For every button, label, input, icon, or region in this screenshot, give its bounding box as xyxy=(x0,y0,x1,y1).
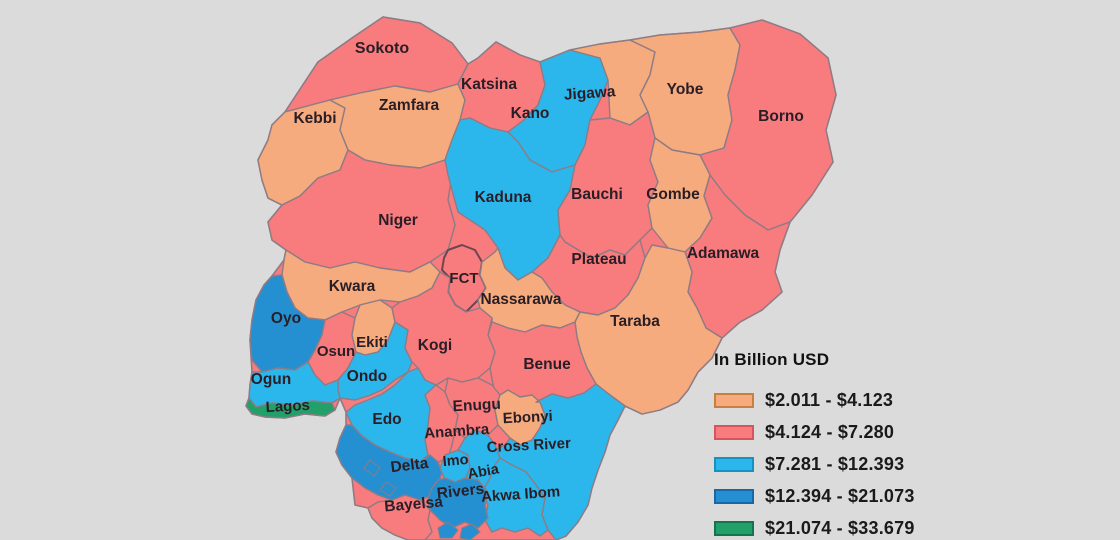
state-label-delta: Delta xyxy=(390,455,430,477)
state-shape-rivers xyxy=(427,477,489,529)
legend-swatch-tier3 xyxy=(714,456,754,472)
state-label-yobe: Yobe xyxy=(667,81,704,98)
state-label-rivers: Rivers xyxy=(436,481,485,503)
state-label-katsina: Katsina xyxy=(461,76,517,93)
state-shape-adamawa xyxy=(684,174,791,339)
coast-speck-2 xyxy=(363,459,381,477)
state-label-osun: Osun xyxy=(317,343,355,360)
state-shape-bayelsa xyxy=(367,494,433,540)
legend-row-tier1: $2.011 - $4.123 xyxy=(714,389,974,410)
state-label-jigawa: Jigawa xyxy=(563,83,616,104)
state-label-kogi: Kogi xyxy=(418,337,452,354)
state-label-kano: Kano xyxy=(511,105,550,122)
state-label-ogun: Ogun xyxy=(251,371,291,388)
legend-title: In Billion USD xyxy=(714,350,830,369)
state-label-taraba: Taraba xyxy=(610,313,660,330)
state-label-zamfara: Zamfara xyxy=(379,97,440,114)
state-label-ebonyi: Ebonyi xyxy=(502,408,553,428)
state-label-gombe: Gombe xyxy=(646,186,700,203)
state-label-nassarawa: Nassarawa xyxy=(480,291,561,308)
state-label-fct: FCT xyxy=(449,270,478,287)
legend-row-tier2: $4.124 - $7.280 xyxy=(714,421,974,442)
state-label-ekiti: Ekiti xyxy=(356,334,388,351)
state-label-lagos: Lagos xyxy=(265,397,310,416)
legend-label-tier4: $12.394 - $21.073 xyxy=(765,485,915,506)
state-label-kebbi: Kebbi xyxy=(293,110,336,127)
state-label-adamawa: Adamawa xyxy=(687,245,760,262)
state-label-niger: Niger xyxy=(378,212,418,229)
legend-swatch-tier4 xyxy=(714,488,754,504)
state-shape-lagos xyxy=(245,397,336,419)
legend-swatch-tier5 xyxy=(714,520,754,536)
state-label-plateau: Plateau xyxy=(571,251,626,268)
legend-label-tier2: $4.124 - $7.280 xyxy=(765,421,895,442)
legend-label-tier5: $21.074 - $33.679 xyxy=(765,517,915,538)
legend-row-tier3: $7.281 - $12.393 xyxy=(714,453,974,474)
state-label-imo: Imo xyxy=(442,452,469,470)
state-label-edo: Edo xyxy=(372,411,401,428)
state-label-kaduna: Kaduna xyxy=(475,189,532,206)
state-label-kwara: Kwara xyxy=(329,278,376,295)
state-label-oyo: Oyo xyxy=(271,310,301,327)
state-label-bayelsa: Bayelsa xyxy=(384,493,444,515)
coast-speck-0 xyxy=(437,521,459,539)
state-label-enugu: Enugu xyxy=(452,396,501,416)
state-label-cross-river: Cross River xyxy=(486,435,571,456)
legend-row-tier4: $12.394 - $21.073 xyxy=(714,485,974,506)
state-label-sokoto: Sokoto xyxy=(355,40,409,57)
legend-swatch-tier1 xyxy=(714,392,754,408)
legend-label-tier3: $7.281 - $12.393 xyxy=(765,453,905,474)
state-label-borno: Borno xyxy=(758,108,804,125)
coast-speck-1 xyxy=(459,523,481,540)
state-label-benue: Benue xyxy=(523,356,571,373)
state-label-anambra: Anambra xyxy=(424,421,491,443)
state-label-bauchi: Bauchi xyxy=(571,186,623,203)
coast-speck-3 xyxy=(379,481,397,497)
state-shape-fct xyxy=(441,244,487,313)
state-shape-kogi xyxy=(391,271,496,386)
state-shape-cross-river xyxy=(494,383,626,540)
legend-label-tier1: $2.011 - $4.123 xyxy=(765,389,894,410)
state-label-ondo: Ondo xyxy=(347,368,387,385)
state-shape-delta xyxy=(335,424,443,501)
state-label-abia: Abia xyxy=(466,461,501,482)
state-label-akwa-ibom: Akwa Ibom xyxy=(481,483,561,505)
legend-swatch-tier2 xyxy=(714,424,754,440)
legend-row-tier5: $21.074 - $33.679 xyxy=(714,517,974,538)
legend: In Billion USD $2.011 - $4.123 $4.124 - … xyxy=(714,350,974,540)
